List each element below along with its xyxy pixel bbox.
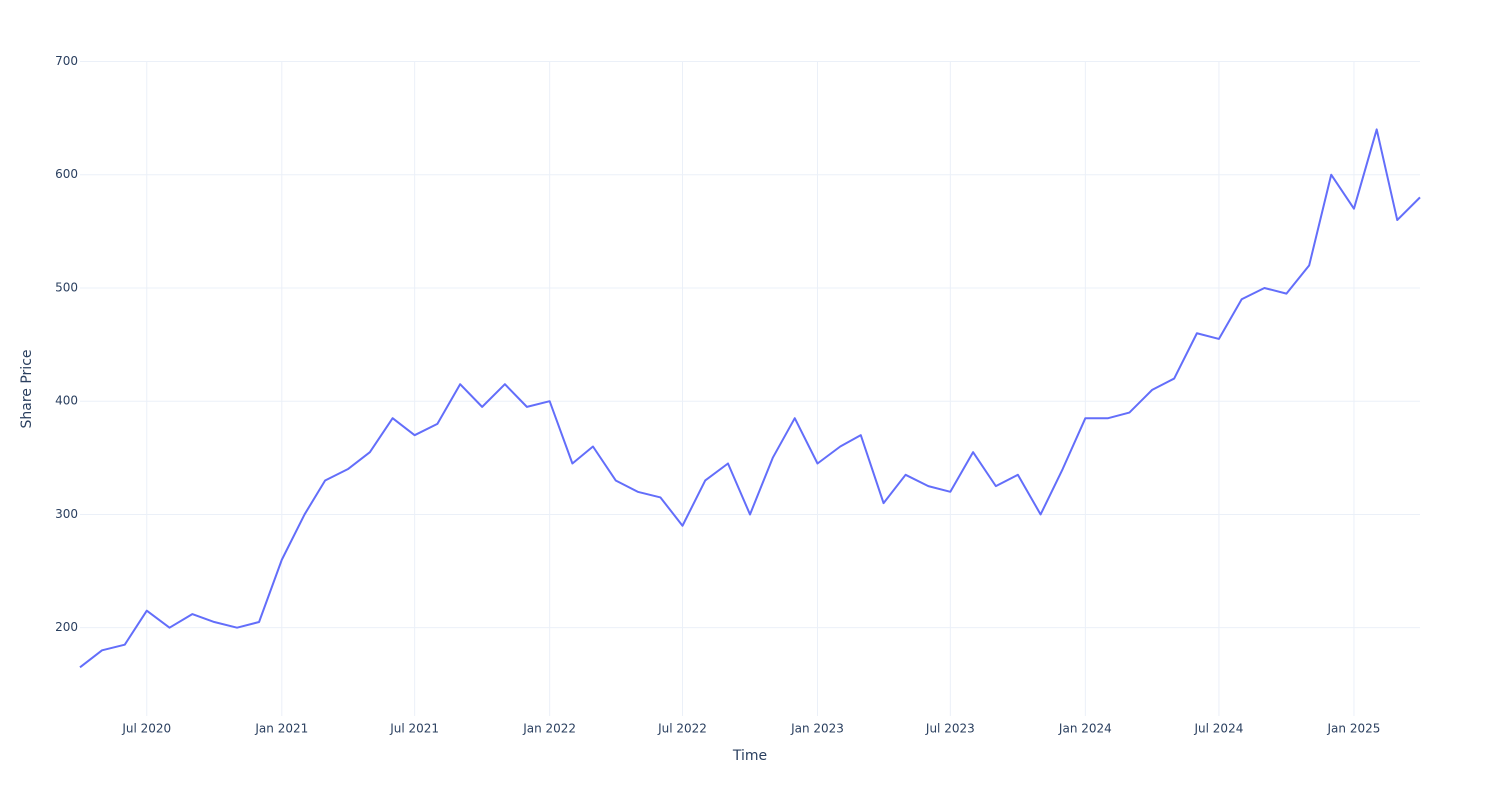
y-tick-label: 400 <box>55 394 78 408</box>
x-tick-label: Jul 2023 <box>925 722 975 736</box>
x-tick-label: Jan 2022 <box>522 722 576 736</box>
x-tick-label: Jul 2021 <box>389 722 439 736</box>
y-tick-label: 700 <box>55 54 78 68</box>
x-tick-label: Jan 2021 <box>254 722 308 736</box>
line <box>79 128 1421 669</box>
y-tick-label: 300 <box>55 507 78 521</box>
x-tick-label: Jan 2023 <box>790 722 844 736</box>
y-tick-label: 500 <box>55 280 78 294</box>
x-tick-label: Jan 2024 <box>1058 722 1112 736</box>
y-tick-label: 200 <box>55 620 78 634</box>
x-axis-title: Time <box>732 748 767 764</box>
x-tick-label: Jul 2024 <box>1194 722 1244 736</box>
x-tick-label: Jul 2022 <box>657 722 707 736</box>
grid <box>80 61 1420 716</box>
y-tick-label: 600 <box>55 167 78 181</box>
y-axis-title: Share Price <box>19 349 35 428</box>
x-tick-label: Jan 2025 <box>1327 722 1381 736</box>
x-tick-label: Jul 2020 <box>121 722 171 736</box>
